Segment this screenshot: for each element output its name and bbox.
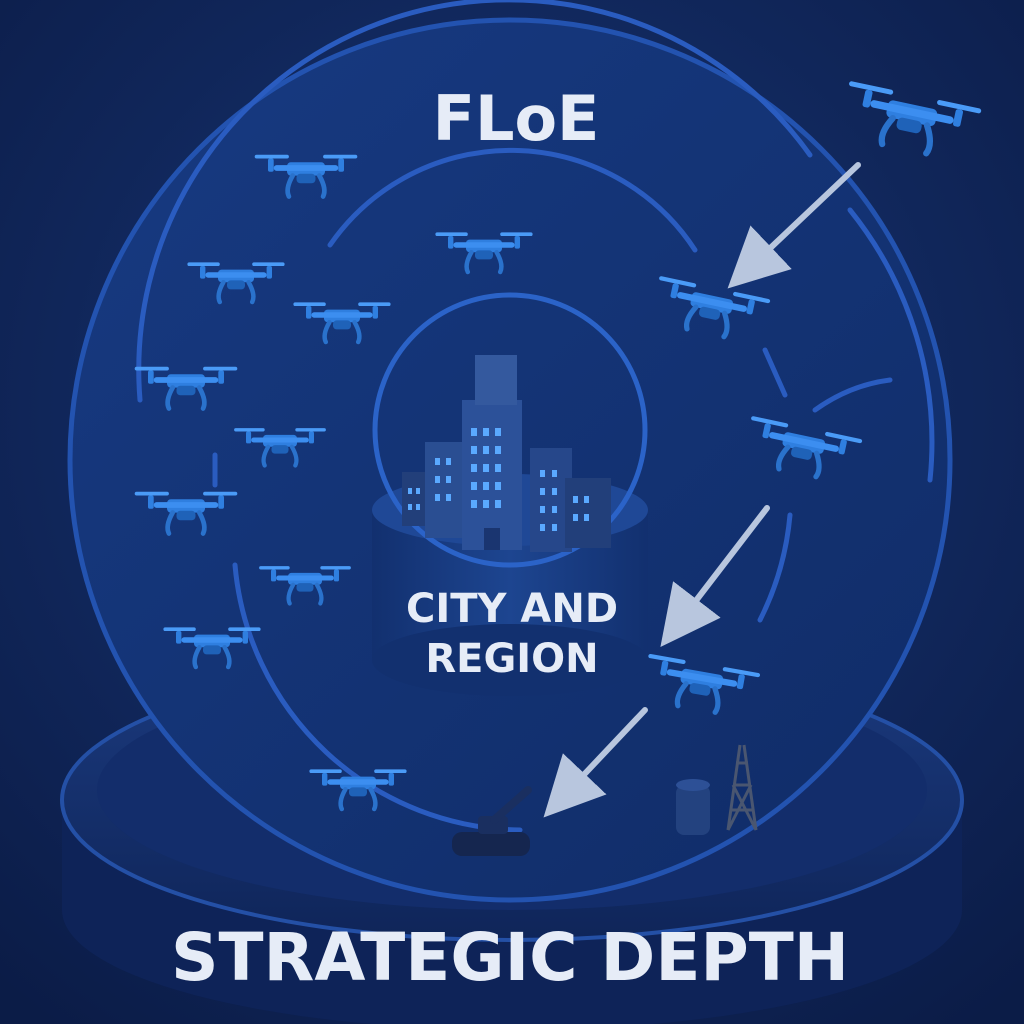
floe-title: FLoE	[433, 82, 600, 155]
arrow-icon	[543, 707, 648, 818]
city-label-line1: CITY AND	[406, 586, 618, 632]
strategic-depth-label: STRATEGIC DEPTH	[171, 919, 849, 996]
arrow-icon	[660, 505, 770, 648]
ring-arcs	[136, 0, 935, 833]
city-label-line2: REGION	[425, 636, 598, 682]
tower-icon	[726, 744, 758, 831]
arrows	[543, 162, 861, 818]
tank-storage-icon	[676, 779, 710, 835]
arrow-icon	[727, 162, 861, 289]
tank-icon	[452, 786, 532, 856]
building-icon	[402, 355, 611, 552]
